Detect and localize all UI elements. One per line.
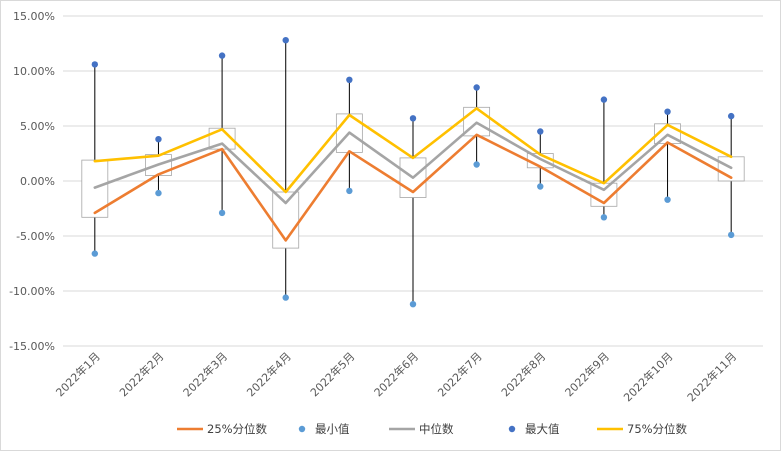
legend-swatch <box>508 425 516 433</box>
x-tick-label: 2022年9月 <box>562 349 612 399</box>
data-point <box>537 183 544 190</box>
x-tick-label: 2022年2月 <box>116 349 166 399</box>
y-axis: 15.00% 10.00% 5.00% 0.00% -5.00% -10.00% -15.0… <box>9 10 55 353</box>
legend-label: 最大值 <box>525 422 560 436</box>
y-tick-label: 0.00% <box>20 175 55 188</box>
data-point <box>282 294 289 301</box>
data-point <box>664 196 671 203</box>
legend-item: 25%分位数 <box>177 422 268 436</box>
data-point <box>155 189 162 197</box>
data-point <box>664 108 671 115</box>
y-tick-label: -10.00% <box>9 285 55 298</box>
legend-item: 最小值 <box>298 422 350 436</box>
data-point <box>91 250 99 257</box>
y-tick-label: 15.00% <box>13 10 55 23</box>
data-point <box>473 161 480 168</box>
x-tick-label: 2022年1月 <box>53 349 103 399</box>
data-point <box>600 214 608 221</box>
x-tick-label: 2022年7月 <box>435 349 485 399</box>
series-line <box>93 121 733 205</box>
x-tick-label: 2022年10月 <box>621 349 676 404</box>
legend-swatch <box>298 425 306 433</box>
data-point <box>473 84 480 91</box>
y-tick-label: -5.00% <box>16 230 55 243</box>
legend-label: 最小值 <box>315 422 350 436</box>
series-lines <box>93 107 733 242</box>
x-tick-label: 2022年3月 <box>180 349 230 399</box>
data-point <box>600 96 608 103</box>
data-point <box>218 209 226 217</box>
x-tick-label: 2022年11月 <box>684 349 739 404</box>
series-line <box>93 133 733 242</box>
data-point <box>218 52 226 59</box>
legend-item: 最大值 <box>508 422 560 436</box>
data-point <box>537 128 544 135</box>
data-point <box>727 231 735 239</box>
data-point <box>346 76 353 84</box>
data-point <box>409 115 417 122</box>
data-point <box>282 37 289 44</box>
legend-label: 中位数 <box>419 422 454 436</box>
series-line <box>93 107 733 194</box>
x-tick-label: 2022年8月 <box>498 349 548 399</box>
legend: 25%分位数 最小值 中位数 最大值 75%分位数 <box>177 422 688 436</box>
y-tick-label: 5.00% <box>20 120 55 133</box>
x-axis: 2022年1月 2022年2月 2022年3月 2022年4月 2022年5月 2022年… <box>53 349 740 404</box>
data-point <box>155 136 162 143</box>
data-point <box>409 301 417 308</box>
legend-item: 中位数 <box>389 422 454 436</box>
x-tick-label: 2022年6月 <box>371 349 421 399</box>
y-tick-label: 10.00% <box>13 65 55 78</box>
y-tick-label: -15.00% <box>9 340 55 353</box>
legend-label: 25%分位数 <box>207 422 268 436</box>
data-point <box>91 61 99 68</box>
x-tick-label: 2022年5月 <box>307 349 357 399</box>
series-markers <box>91 37 735 308</box>
legend-label: 75%分位数 <box>627 422 688 436</box>
data-point <box>727 112 735 120</box>
legend-item: 75%分位数 <box>597 422 688 436</box>
x-tick-label: 2022年4月 <box>244 349 294 399</box>
data-point <box>346 187 353 195</box>
